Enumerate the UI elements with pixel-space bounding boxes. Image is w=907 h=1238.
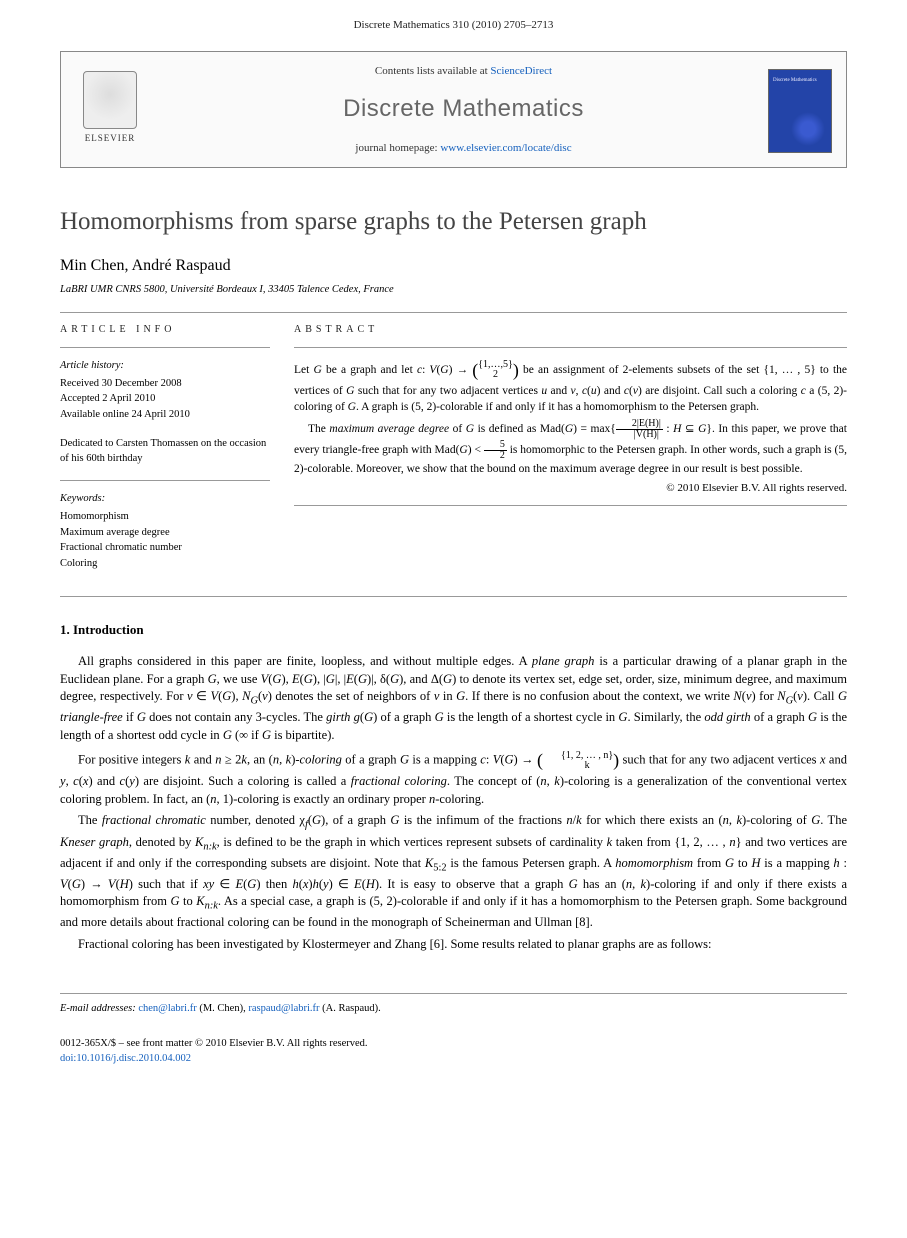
journal-name: Discrete Mathematics: [159, 92, 768, 126]
keyword: Maximum average degree: [60, 525, 270, 541]
homepage-prefix: journal homepage:: [355, 142, 440, 154]
masthead: ELSEVIER Contents lists available at Sci…: [60, 51, 847, 167]
article-authors: Min Chen, André Raspaud: [60, 255, 847, 277]
intro-para-3: The fractional chromatic number, denoted…: [60, 812, 847, 931]
keyword: Coloring: [60, 556, 270, 572]
article-info: ARTICLE INFO Article history: Received 3…: [60, 323, 270, 586]
page-footer: 0012-365X/$ – see front matter © 2010 El…: [60, 1037, 847, 1066]
abstract-para-2: The maximum average degree of G is defin…: [294, 419, 847, 477]
introduction-body: All graphs considered in this paper are …: [60, 653, 847, 953]
intro-para-1: All graphs considered in this paper are …: [60, 653, 847, 744]
homepage-line: journal homepage: www.elsevier.com/locat…: [159, 141, 768, 156]
section-1-heading: 1. Introduction: [60, 621, 847, 639]
abstract-rule: [294, 347, 847, 348]
doi-link[interactable]: 10.1016/j.disc.2010.04.002: [76, 1053, 191, 1064]
rule-mid: [60, 596, 847, 597]
email-who-1: (M. Chen),: [197, 1003, 249, 1014]
abstract: ABSTRACT Let G be a graph and let c: V(G…: [294, 323, 847, 586]
email-link-2[interactable]: raspaud@labri.fr: [248, 1003, 319, 1014]
keywords-heading: Keywords:: [60, 491, 270, 507]
cover-small-text: Discrete Mathematics: [773, 78, 817, 84]
sciencedirect-link[interactable]: ScienceDirect: [490, 65, 552, 77]
publisher-label: ELSEVIER: [85, 132, 136, 145]
history-online: Available online 24 April 2010: [60, 407, 270, 423]
footnotes: E-mail addresses: chen@labri.fr (M. Chen…: [60, 993, 847, 1017]
history-received: Received 30 December 2008: [60, 376, 270, 392]
journal-cover-thumb: Discrete Mathematics: [768, 69, 832, 153]
email-label: E-mail addresses:: [60, 1003, 136, 1014]
history-heading: Article history:: [60, 358, 270, 374]
info-rule: [60, 347, 270, 348]
abstract-heading: ABSTRACT: [294, 323, 847, 337]
abstract-para-1: Let G be a graph and let c: V(G) → ({1,……: [294, 358, 847, 415]
elsevier-logo: ELSEVIER: [75, 71, 145, 151]
footer-copyright: 0012-365X/$ – see front matter © 2010 El…: [60, 1037, 847, 1052]
abstract-rule-bottom: [294, 505, 847, 506]
email-link-1[interactable]: chen@labri.fr: [138, 1003, 196, 1014]
homepage-link[interactable]: www.elsevier.com/locate/disc: [440, 142, 571, 154]
history-accepted: Accepted 2 April 2010: [60, 391, 270, 407]
info-abstract-row: ARTICLE INFO Article history: Received 3…: [60, 313, 847, 586]
contents-line: Contents lists available at ScienceDirec…: [159, 64, 768, 79]
running-head: Discrete Mathematics 310 (2010) 2705–271…: [0, 0, 907, 41]
contents-prefix: Contents lists available at: [375, 65, 490, 77]
keywords-block: Keywords: Homomorphism Maximum average d…: [60, 491, 270, 572]
keyword: Homomorphism: [60, 509, 270, 525]
article-info-heading: ARTICLE INFO: [60, 323, 270, 337]
masthead-center: Contents lists available at ScienceDirec…: [159, 64, 768, 156]
article-affiliation: LaBRI UMR CNRS 5800, Université Bordeaux…: [60, 283, 847, 298]
doi-label: doi:: [60, 1053, 76, 1064]
intro-para-4: Fractional coloring has been investigate…: [60, 936, 847, 954]
keyword: Fractional chromatic number: [60, 540, 270, 556]
elsevier-tree-icon: [83, 71, 137, 129]
email-who-2: (A. Raspaud).: [320, 1003, 381, 1014]
abstract-copyright: © 2010 Elsevier B.V. All rights reserved…: [294, 481, 847, 496]
intro-para-2: For positive integers k and n ≥ 2k, an (…: [60, 748, 847, 808]
info-rule-2: [60, 480, 270, 481]
dedication: Dedicated to Carsten Thomassen on the oc…: [60, 437, 270, 466]
article-history: Article history: Received 30 December 20…: [60, 358, 270, 423]
article-title: Homomorphisms from sparse graphs to the …: [60, 204, 847, 239]
